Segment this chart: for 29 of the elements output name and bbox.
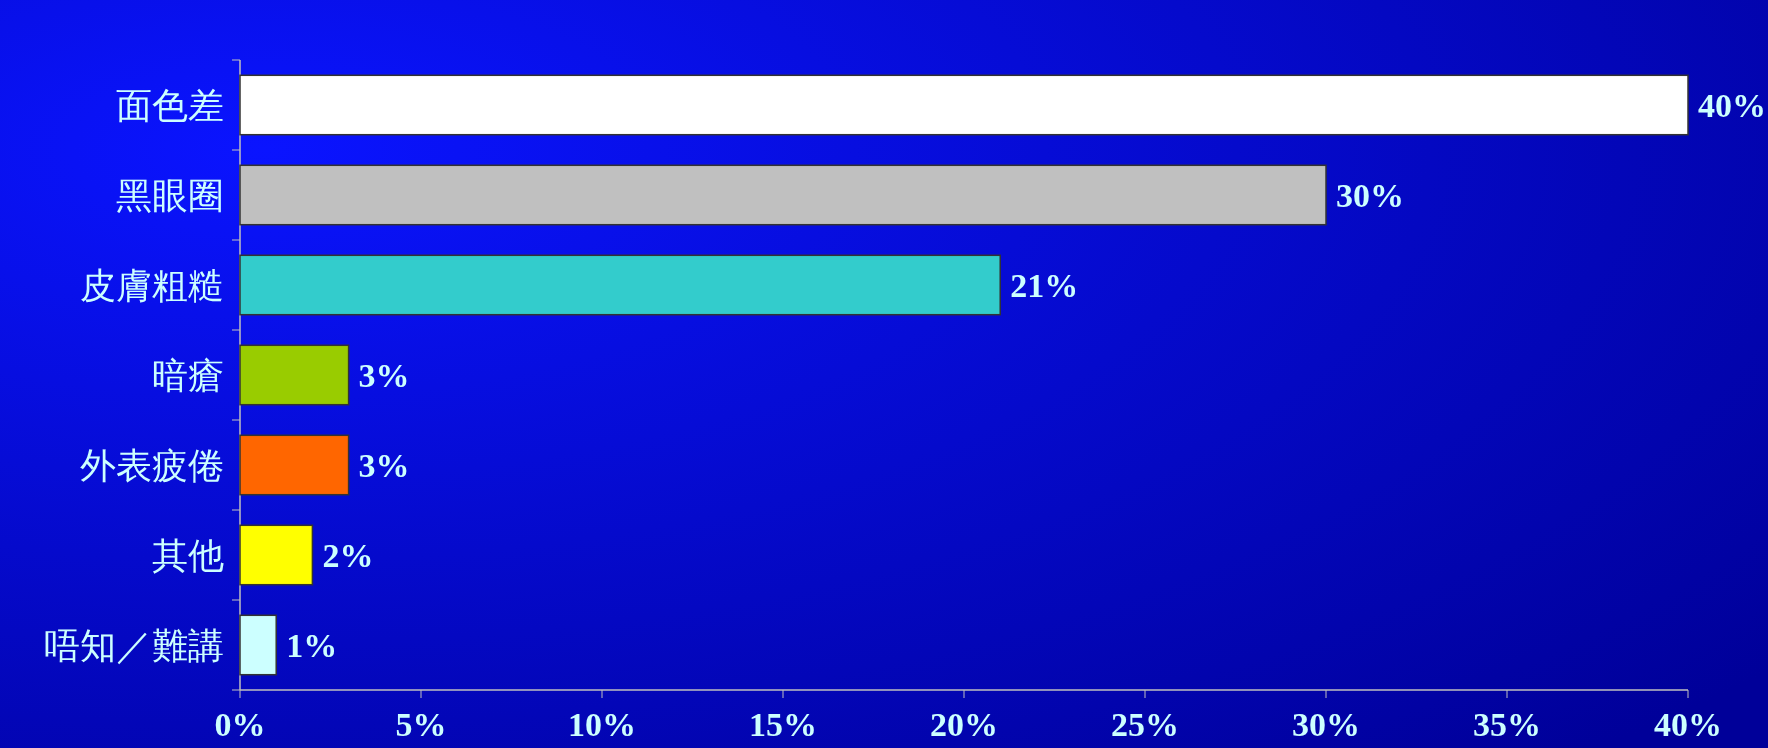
x-tick-label: 10% bbox=[568, 706, 636, 743]
x-tick-label: 30% bbox=[1292, 706, 1360, 743]
data-label: 30% bbox=[1336, 177, 1404, 214]
data-label: 21% bbox=[1010, 267, 1079, 304]
x-tick-label: 35% bbox=[1473, 706, 1541, 743]
x-tick-label: 0% bbox=[214, 706, 266, 743]
y-tick-label: 外表疲倦 bbox=[80, 445, 224, 486]
bar bbox=[239, 524, 314, 586]
bar bbox=[239, 74, 1689, 136]
data-label: 3% bbox=[358, 357, 410, 394]
x-tick-label: 20% bbox=[930, 706, 998, 743]
data-label: 1% bbox=[286, 627, 338, 664]
x-tick-label: 15% bbox=[749, 706, 817, 743]
data-label: 3% bbox=[358, 447, 410, 484]
y-tick-label: 暗瘡 bbox=[152, 355, 224, 396]
y-tick-label: 皮膚粗糙 bbox=[80, 265, 224, 306]
bar bbox=[239, 254, 1001, 316]
bar bbox=[239, 614, 277, 676]
bar bbox=[239, 434, 350, 496]
y-tick-label: 黑眼圈 bbox=[116, 175, 224, 216]
bar bbox=[239, 344, 350, 406]
y-tick-label: 面色差 bbox=[116, 85, 224, 126]
y-tick-label: 其他 bbox=[152, 535, 224, 576]
x-tick-label: 40% bbox=[1654, 706, 1722, 743]
y-tick-label: 唔知／難講 bbox=[44, 625, 224, 666]
data-label: 40% bbox=[1698, 87, 1766, 124]
x-tick-label: 5% bbox=[395, 706, 447, 743]
x-tick-label: 25% bbox=[1111, 706, 1179, 743]
data-label: 2% bbox=[322, 537, 374, 574]
